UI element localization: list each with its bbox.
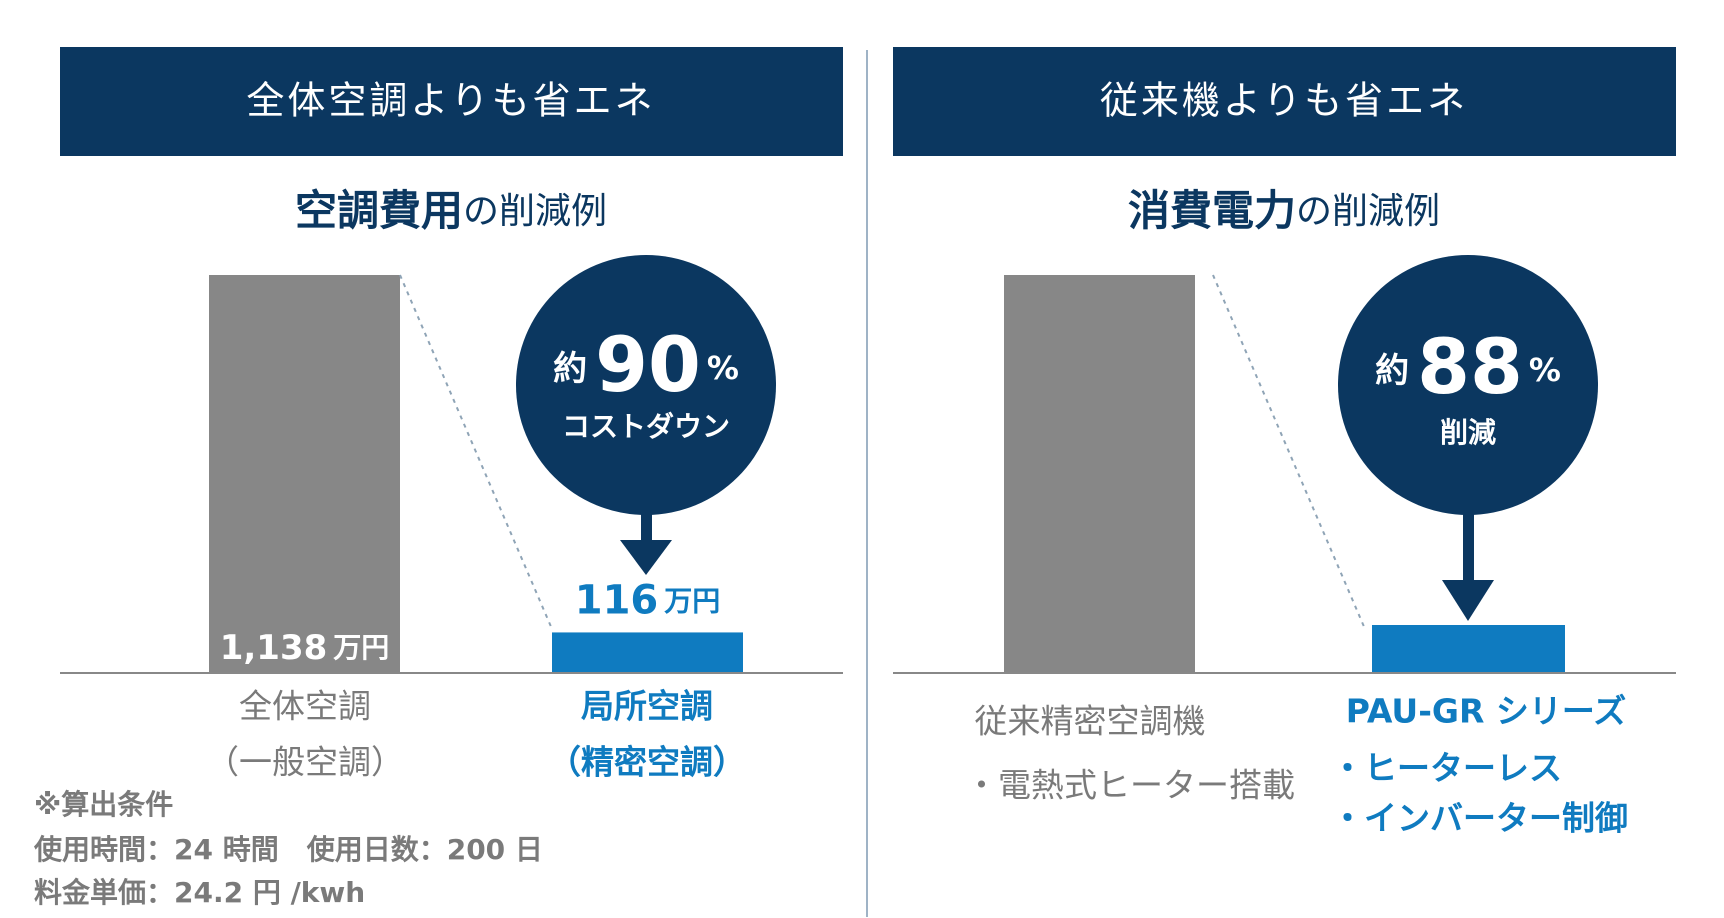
value-label: 116 万円 xyxy=(575,577,721,623)
category-label: （精密空調） xyxy=(548,743,746,782)
note: ※算出条件 xyxy=(34,788,173,821)
header-band xyxy=(893,47,1676,156)
badge-unit: % xyxy=(707,349,739,387)
feature: ・電熱式ヒーター搭載 xyxy=(965,766,1295,805)
header: 従来機よりも省エネ xyxy=(1100,79,1468,123)
subtitle-bold: 消費電力 xyxy=(1128,186,1296,235)
arrow-head xyxy=(1442,580,1494,621)
badge-prefix: 約 xyxy=(553,349,587,389)
category-label: 局所空調 xyxy=(581,687,713,726)
arrow-stem xyxy=(1463,510,1474,590)
header-band xyxy=(60,47,843,156)
badge-number: 90 xyxy=(595,320,701,409)
badge-number: 88 xyxy=(1417,322,1523,411)
arrow-head xyxy=(620,540,672,575)
category-label: 従来精密空調機 xyxy=(975,702,1206,741)
category-label: PAU-GR シリーズ xyxy=(1346,692,1627,731)
guide-line xyxy=(399,274,553,630)
feature: ・インバーター制御 xyxy=(1331,799,1628,838)
subtitle: 空調費用の削減例 xyxy=(295,186,607,235)
bar xyxy=(209,275,400,673)
category-label: 全体空調 xyxy=(239,687,371,726)
badge-caption: コストダウン xyxy=(562,410,730,443)
value-unit: 万円 xyxy=(664,584,720,617)
badge-unit: % xyxy=(1529,351,1561,389)
subtitle-bold: 空調費用 xyxy=(295,186,463,235)
subtitle: 消費電力の削減例 xyxy=(1128,186,1440,235)
bar xyxy=(1004,275,1195,673)
value-number: 1,138 xyxy=(220,628,328,668)
value-number: 116 xyxy=(575,577,659,623)
note: 使用時間：24 時間 使用日数：200 日 xyxy=(33,833,543,866)
category-label: （一般空調） xyxy=(206,743,404,782)
header: 全体空調よりも省エネ xyxy=(246,79,655,123)
badge-circle xyxy=(1338,255,1598,515)
badge-value: 約 88% xyxy=(1375,322,1561,411)
arrow-stem xyxy=(641,510,652,550)
bar xyxy=(552,632,743,673)
feature: ・ヒーターレス xyxy=(1331,749,1562,788)
badge-caption: 削減 xyxy=(1440,416,1496,449)
note: 料金単価：24.2 円 /kwh xyxy=(34,876,365,909)
bar xyxy=(1372,625,1565,673)
subtitle-rest: の削減例 xyxy=(1296,191,1440,232)
value-unit: 万円 xyxy=(333,631,389,664)
guide-line xyxy=(1212,274,1366,630)
badge-value: 約 90% xyxy=(553,320,739,409)
value-label: 1,138 万円 xyxy=(220,628,390,668)
badge-circle xyxy=(516,255,776,515)
subtitle-rest: の削減例 xyxy=(463,191,607,232)
badge-prefix: 約 xyxy=(1375,351,1409,391)
